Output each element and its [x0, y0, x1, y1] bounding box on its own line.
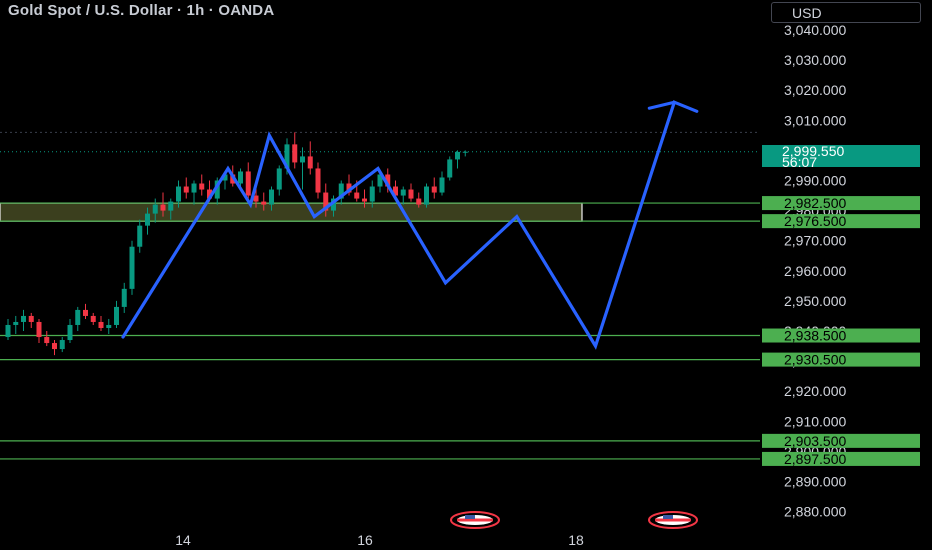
candle[interactable]: [393, 186, 398, 196]
candle[interactable]: [408, 189, 414, 199]
projection-arrow-head: [647, 100, 676, 110]
candle[interactable]: [67, 324, 73, 341]
candle[interactable]: [214, 180, 220, 199]
candle[interactable]: [331, 198, 336, 211]
chart-title: Gold Spot / U.S. Dollar · 1h · OANDA: [8, 2, 275, 19]
candle[interactable]: [98, 321, 104, 328]
candle[interactable]: [44, 337, 50, 344]
candle[interactable]: [431, 186, 437, 193]
us-flag-icon[interactable]: [450, 511, 500, 529]
x-axis-tick-label: 16: [357, 532, 373, 548]
level-price-label: 2,938.500: [784, 328, 846, 344]
candle[interactable]: [292, 144, 298, 163]
candle[interactable]: [253, 195, 259, 202]
candle[interactable]: [207, 189, 212, 199]
y-axis-tick-label: 2,960.000: [784, 263, 846, 279]
level-price-tag: [762, 328, 920, 343]
candle[interactable]: [52, 343, 57, 350]
y-axis-tick-label: 2,920.000: [784, 383, 846, 399]
candle[interactable]: [36, 321, 42, 338]
candle[interactable]: [300, 156, 305, 163]
candle[interactable]: [145, 213, 150, 226]
candle[interactable]: [114, 306, 119, 325]
candle[interactable]: [21, 315, 26, 322]
candle[interactable]: [176, 186, 181, 202]
level-price-label: 2,976.500: [784, 213, 846, 229]
candle[interactable]: [338, 183, 344, 199]
candle[interactable]: [261, 201, 267, 205]
candle[interactable]: [369, 186, 375, 202]
candle[interactable]: [385, 174, 391, 187]
candle[interactable]: [191, 183, 197, 193]
y-axis-tick-label: 3,030.000: [784, 52, 846, 68]
candle[interactable]: [307, 156, 313, 169]
candle[interactable]: [323, 192, 329, 211]
level-price-label: 2,930.500: [784, 352, 846, 368]
candle[interactable]: [59, 340, 65, 350]
last-price-value: 2,999.550: [782, 143, 845, 159]
candle[interactable]: [106, 324, 112, 328]
candle[interactable]: [447, 159, 453, 178]
candle[interactable]: [152, 204, 158, 214]
level-price-tag: [762, 196, 920, 211]
y-axis-tick-label: 3,010.000: [784, 112, 846, 128]
candle[interactable]: [315, 168, 321, 193]
candle[interactable]: [455, 151, 460, 160]
candle[interactable]: [276, 168, 282, 190]
candle[interactable]: [168, 201, 174, 211]
y-axis-tick-label: 2,880.000: [784, 504, 846, 520]
candle[interactable]: [269, 189, 274, 205]
candle[interactable]: [90, 315, 96, 322]
candle[interactable]: [424, 186, 429, 205]
candle[interactable]: [28, 315, 34, 322]
candle[interactable]: [129, 246, 135, 289]
us-flag-icon[interactable]: [648, 511, 698, 529]
y-axis-tick-label: 2,950.000: [784, 293, 846, 309]
level-price-tag: [762, 433, 920, 448]
currency-selector[interactable]: USD: [771, 2, 921, 23]
candle[interactable]: [439, 177, 445, 193]
bar-countdown: 56:07: [782, 154, 818, 170]
candle[interactable]: [346, 183, 352, 193]
candle[interactable]: [238, 171, 243, 184]
candle[interactable]: [160, 204, 166, 211]
x-axis-tick-label: 14: [175, 532, 191, 548]
candle[interactable]: [199, 183, 205, 190]
candle[interactable]: [5, 324, 11, 338]
level-price-label: 2,982.500: [784, 195, 846, 211]
y-axis-tick-label: 2,890.000: [784, 474, 846, 490]
candle[interactable]: [416, 198, 422, 205]
candle[interactable]: [183, 186, 189, 193]
y-axis-tick-label: 2,970.000: [784, 233, 846, 249]
candle[interactable]: [245, 171, 251, 196]
candle[interactable]: [462, 151, 468, 153]
y-axis-tick-label: 3,040.000: [784, 22, 846, 38]
y-axis-tick-label: 2,910.000: [784, 413, 846, 429]
candle[interactable]: [377, 174, 383, 187]
level-price-tag: [762, 451, 920, 466]
candle[interactable]: [400, 189, 406, 196]
y-axis-tick-label: 2,990.000: [784, 173, 846, 189]
candle[interactable]: [137, 225, 143, 247]
candle[interactable]: [222, 174, 228, 181]
level-price-label: 2,903.500: [784, 433, 846, 449]
candle[interactable]: [284, 144, 290, 169]
level-price-tag: [762, 214, 920, 229]
last-price-label: 2,999.550 56:07: [762, 143, 920, 170]
candle[interactable]: [83, 309, 88, 316]
projection-path[interactable]: [121, 100, 699, 350]
candle[interactable]: [362, 198, 367, 202]
level-price-label: 2,897.500: [784, 451, 846, 467]
y-axis-tick-label: 3,020.000: [784, 82, 846, 98]
candle[interactable]: [13, 321, 19, 325]
candle[interactable]: [75, 309, 81, 325]
candle[interactable]: [354, 192, 360, 199]
x-axis-tick-label: 18: [568, 532, 584, 548]
level-price-tag: [762, 352, 920, 367]
supply-demand-zone[interactable]: [0, 202, 583, 222]
candle[interactable]: [121, 288, 127, 307]
